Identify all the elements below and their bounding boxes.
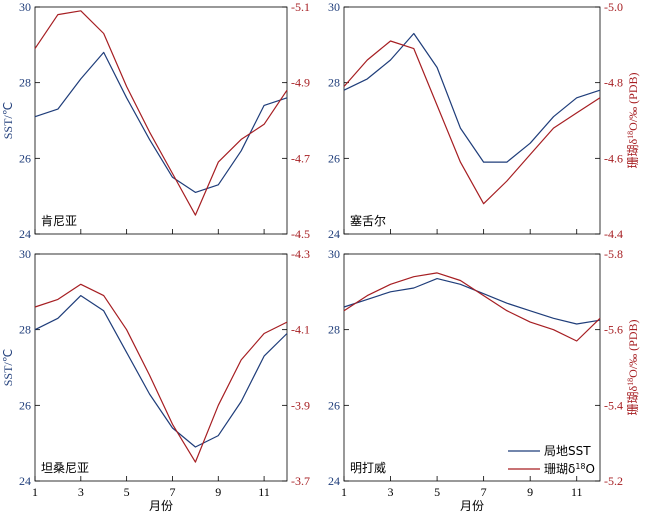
x-tick-label: 7 [481, 485, 487, 499]
y-tick-label-right: -4.9 [291, 76, 310, 90]
x-tick-label: 5 [434, 485, 440, 499]
y-axis-label-left: SST/℃ [1, 102, 15, 140]
y-tick-label-right: -5.1 [291, 0, 310, 14]
y-tick-label-right: -4.3 [291, 247, 310, 261]
y-tick-label-right: -5.4 [604, 398, 623, 412]
y-tick-label-left: 26 [19, 151, 31, 165]
x-axis-label: 月份 [149, 499, 173, 513]
y-tick-label-left: 24 [19, 227, 31, 241]
y-tick-label-left: 26 [328, 398, 340, 412]
legend-label: 珊瑚δ18O [544, 461, 595, 476]
series-line-sst [343, 278, 601, 325]
x-axis-label: 月份 [460, 499, 484, 513]
x-tick-label: 3 [78, 485, 84, 499]
panel-label: 塞舌尔 [350, 213, 386, 228]
x-tick-label: 11 [258, 485, 270, 499]
y-tick-label-left: 26 [19, 398, 31, 412]
y-tick-label-right: -5.2 [604, 474, 623, 488]
x-tick-label: 3 [388, 485, 394, 499]
legend-label: 局地SST [544, 444, 591, 458]
y-tick-label-left: 30 [328, 247, 340, 261]
y-tick-label-right: -5.0 [604, 0, 623, 14]
series-line-d18o [34, 283, 288, 463]
y-tick-label-right: -4.1 [291, 323, 310, 337]
x-tick-label: 11 [571, 485, 583, 499]
y-tick-label-left: 28 [328, 323, 340, 337]
y-tick-label-right: -4.7 [291, 151, 310, 165]
x-tick-label: 1 [32, 485, 38, 499]
y-tick-label-left: 28 [19, 323, 31, 337]
y-axis-label-left: SST/℃ [1, 349, 15, 387]
series-line-d18o [343, 40, 601, 205]
series-line-d18o [343, 272, 601, 342]
series-line-d18o [34, 10, 288, 216]
y-tick-label-left: 30 [19, 0, 31, 14]
y-axis-label-right: 珊瑚δ18O/‰ (PDB) [625, 73, 640, 169]
x-tick-label: 9 [215, 485, 221, 499]
y-tick-label-left: 28 [328, 76, 340, 90]
chart-panel-1: 24 26 28 30 -4.5 -4.7 -4.9 -5.1 肯尼亚 SST/℃ [1, 0, 310, 241]
y-tick-label-right: -3.9 [291, 398, 310, 412]
chart-panel-2: 24 26 28 30 -4.4 -4.6 -4.8 -5.0 塞舌尔 珊瑚δ18O/‰ (PDB… [328, 0, 640, 241]
y-tick-label-left: 24 [328, 474, 340, 488]
x-tick-label: 9 [527, 485, 533, 499]
y-tick-label-right: -5.8 [604, 247, 623, 261]
panel-label: 坦桑尼亚 [41, 461, 89, 475]
y-tick-label-left: 24 [328, 227, 340, 241]
x-tick-label: 7 [169, 485, 175, 499]
y-tick-label-right: -3.7 [291, 474, 310, 488]
y-tick-label-right: -4.8 [604, 76, 623, 90]
legend: 局地SST 珊瑚δ18O [508, 444, 595, 476]
panel-label: 肯尼亚 [41, 214, 77, 228]
plot-frame [343, 253, 601, 482]
series-line-sst [343, 32, 601, 163]
x-tick-label: 5 [124, 485, 130, 499]
x-tick-label: 1 [341, 485, 347, 499]
y-tick-label-right: -4.4 [604, 227, 623, 241]
y-tick-label-left: 30 [328, 0, 340, 14]
chart-panel-3: 24 26 28 30 -3.7 -3.9 -4.1 -4.3 1 3 5 7 9 11 坦桑尼亚 SST/℃… [1, 247, 310, 513]
y-tick-label-right: -4.5 [291, 227, 310, 241]
y-tick-label-left: 30 [19, 247, 31, 261]
chart-panel-4: 24 26 28 30 -5.2 -5.4 -5.6 -5.8 1 3 5 7 9 11 明打威 珊瑚δ18O… [328, 247, 640, 513]
y-tick-label-right: -5.6 [604, 323, 623, 337]
plot-frame [343, 6, 601, 235]
y-tick-label-left: 24 [19, 474, 31, 488]
y-tick-label-left: 28 [19, 76, 31, 90]
series-line-sst [34, 295, 288, 448]
plot-frame [34, 253, 288, 482]
y-tick-label-left: 26 [328, 151, 340, 165]
series-line-sst [34, 51, 288, 193]
plot-frame [34, 6, 288, 235]
y-tick-label-right: -4.6 [604, 151, 623, 165]
panel-label: 明打威 [350, 461, 386, 475]
y-axis-label-right: 珊瑚δ18O/‰ (PDB) [625, 320, 640, 416]
